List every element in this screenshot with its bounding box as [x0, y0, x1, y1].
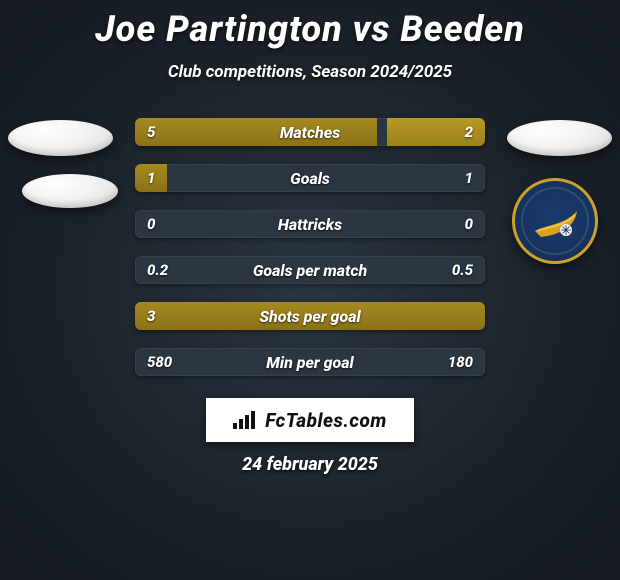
stat-value-left: 1 [147, 164, 155, 192]
player-left-badge-1 [8, 120, 113, 156]
club-crest-icon [525, 191, 585, 251]
stat-value-right: 0 [465, 210, 473, 238]
stat-label: Min per goal [135, 348, 485, 376]
stats-list: Matches5 2 Goals1 1 Hattricks0 0 Goals per mat… [135, 118, 485, 394]
stat-label: Hattricks [135, 210, 485, 238]
stat-value-left: 580 [147, 348, 172, 376]
watermark: FcTables.com [206, 398, 414, 442]
watermark-text: FcTables.com [265, 409, 387, 432]
stat-value-right: 180 [448, 348, 473, 376]
stat-row: Goals1 1 [135, 164, 485, 192]
player-right-badge-1 [507, 120, 612, 156]
stat-value-left: 3 [147, 302, 155, 330]
stat-row: Shots per goal3 [135, 302, 485, 330]
stat-label: Shots per goal [135, 302, 485, 330]
stat-label: Goals [135, 164, 485, 192]
stat-row: Hattricks0 0 [135, 210, 485, 238]
page-subtitle: Club competitions, Season 2024/2025 [0, 62, 620, 82]
fctables-icon [233, 411, 259, 429]
club-crest-right [512, 178, 598, 264]
stat-value-right: 0.5 [452, 256, 473, 284]
footer-date: 24 february 2025 [0, 454, 620, 475]
stat-label: Matches [135, 118, 485, 146]
stat-row: Matches5 2 [135, 118, 485, 146]
stat-value-left: 0 [147, 210, 155, 238]
stat-value-left: 0.2 [147, 256, 168, 284]
stat-label: Goals per match [135, 256, 485, 284]
stat-value-right: 2 [465, 118, 473, 146]
stat-value-right: 1 [465, 164, 473, 192]
stat-value-left: 5 [147, 118, 155, 146]
stat-row: Goals per match0.2 0.5 [135, 256, 485, 284]
player-left-badge-2 [22, 174, 118, 208]
page-title: Joe Partington vs Beeden [0, 0, 620, 50]
stat-row: Min per goal580 180 [135, 348, 485, 376]
